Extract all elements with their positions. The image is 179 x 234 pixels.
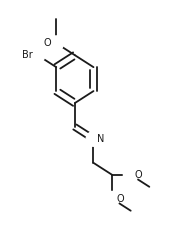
Text: N: N [98,134,105,144]
Circle shape [105,191,119,206]
Text: O: O [135,170,142,180]
Circle shape [30,48,45,62]
Circle shape [123,168,138,182]
Text: Br: Br [22,50,32,60]
Text: O: O [116,194,124,204]
Circle shape [86,132,101,146]
Circle shape [49,36,64,51]
Text: O: O [43,38,51,48]
